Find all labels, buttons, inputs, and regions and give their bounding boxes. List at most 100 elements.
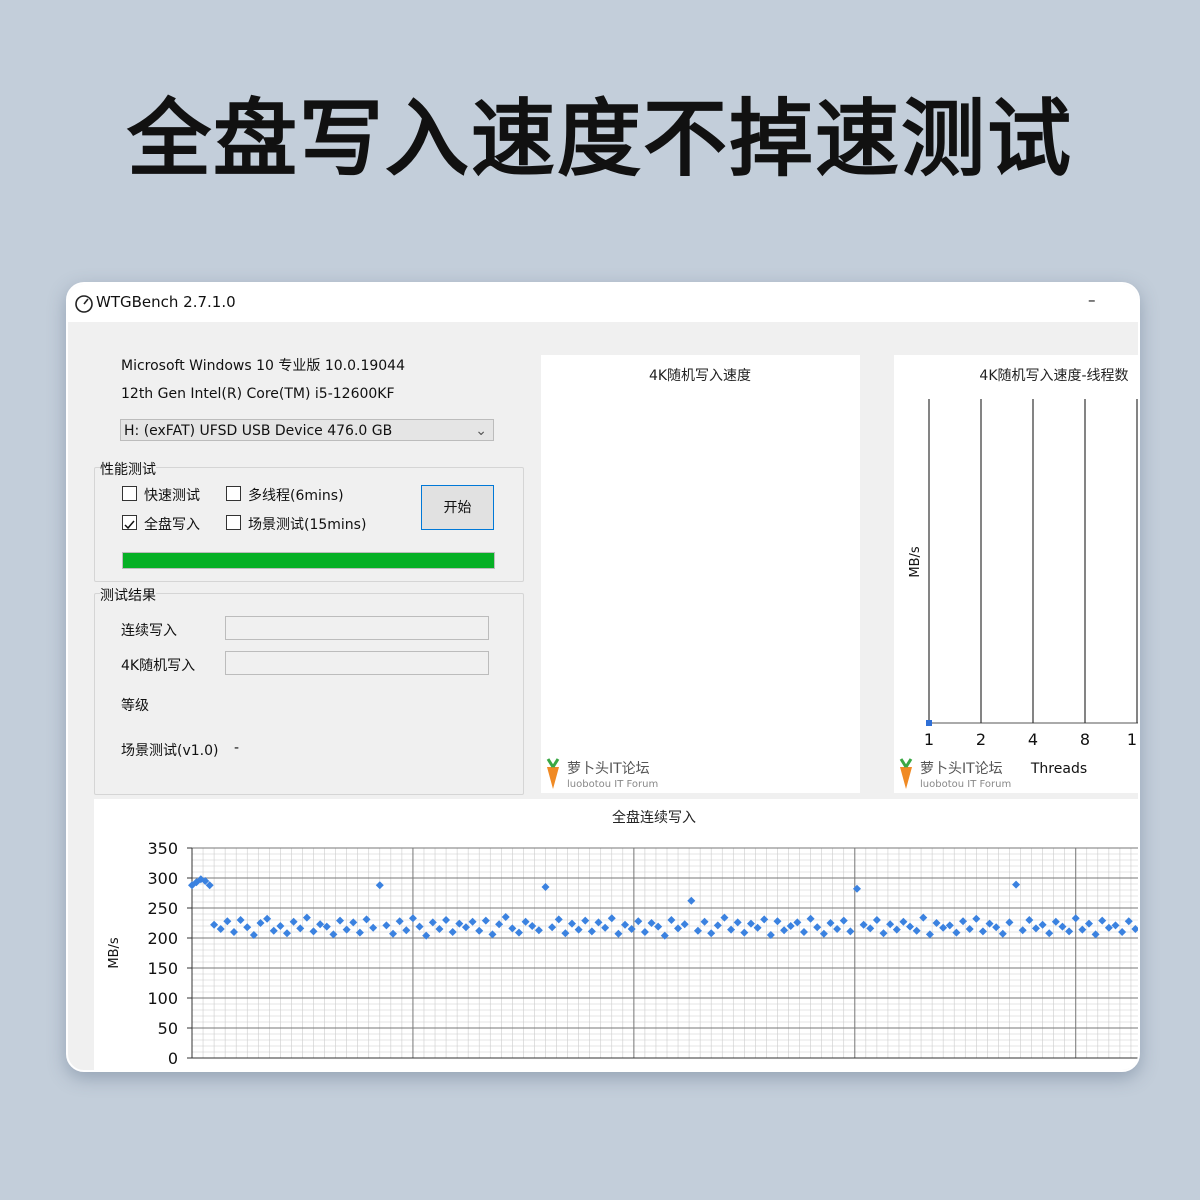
point [428,918,437,927]
checkbox[interactable] [122,515,137,530]
point [355,928,364,937]
point [925,930,934,939]
point [680,920,689,929]
point [839,916,848,925]
point [985,919,994,928]
grade-label: 等级 [121,698,149,714]
checkbox[interactable] [122,486,137,501]
point [1071,914,1080,923]
point [846,927,855,936]
progress-track [122,552,495,569]
point [1038,920,1047,929]
point [1124,917,1133,926]
minimize-button[interactable]: – [1088,291,1096,309]
point [263,914,272,923]
point [853,884,861,893]
point [627,925,636,933]
point [329,930,338,939]
point [408,914,417,923]
point [256,919,265,927]
seq-field [225,616,489,640]
point [1065,927,1074,936]
point [1051,917,1060,926]
x-tick-label: 200 [619,1069,650,1072]
point [375,881,384,890]
point [965,925,974,933]
point [945,921,954,930]
point [786,922,795,930]
point [1104,923,1113,932]
x-tick-label: 100 [398,1069,429,1072]
point [276,922,285,930]
point [541,883,550,891]
point [780,926,789,935]
point [216,925,225,933]
checkbox-label: 场景测试(15mins) [248,517,367,533]
point [866,924,875,933]
chart-title: 4K随机写入速度 [649,368,751,384]
point [833,925,842,933]
point [727,925,736,934]
point [720,913,729,922]
point [249,931,258,939]
point [322,922,331,931]
point [1091,930,1100,939]
point [733,918,742,927]
point [1045,929,1054,938]
point [879,929,888,938]
point [316,920,325,929]
point [601,923,610,932]
point [773,917,782,926]
y-tick-label: 250 [147,899,178,918]
point [389,929,398,938]
point [243,923,252,932]
point [229,928,238,936]
y-axis-label: MB/s [107,937,122,969]
checkbox[interactable] [226,515,241,530]
carrot-leaf [546,758,560,768]
point [223,917,232,926]
results-label: 测试结果 [100,585,156,605]
scene-value: - [234,740,240,756]
point [205,881,214,890]
point [939,923,948,932]
cpu-info: 12th Gen Intel(R) Core(TM) i5-12600KF [121,386,395,402]
app-icon [75,295,93,313]
drive-select[interactable]: H: (exFAT) UFSD USB Device 476.0 GB ⌄ [120,419,494,441]
point [753,923,762,932]
checkbox[interactable] [226,486,241,501]
point [521,917,530,926]
point [1098,916,1107,925]
point [481,916,490,925]
x-tick-label: 0 [187,1069,197,1072]
point [674,924,683,933]
point [972,914,981,923]
start-button[interactable]: 开始 [421,485,494,530]
x-tick-label: 400 [1060,1069,1091,1072]
point [959,917,968,926]
point [700,917,709,926]
point [607,914,616,923]
point [302,913,311,922]
point [468,917,477,926]
point [1031,924,1040,933]
point [1084,919,1093,928]
point [886,920,895,929]
point [740,928,749,937]
point [992,923,1001,932]
point [799,928,808,936]
watermark-sub: luobotou IT Forum [567,779,658,790]
y-tick-label: 350 [147,839,178,858]
point [1078,925,1087,934]
point [349,918,358,927]
x-tick-label: 8 [1080,730,1090,749]
point [568,919,576,928]
perf-group [94,467,524,582]
point [952,928,961,937]
point [912,926,921,935]
seq-label: 连续写入 [121,623,177,639]
y-axis-label: MB/s [908,546,923,578]
point [872,916,881,924]
point [269,926,278,935]
